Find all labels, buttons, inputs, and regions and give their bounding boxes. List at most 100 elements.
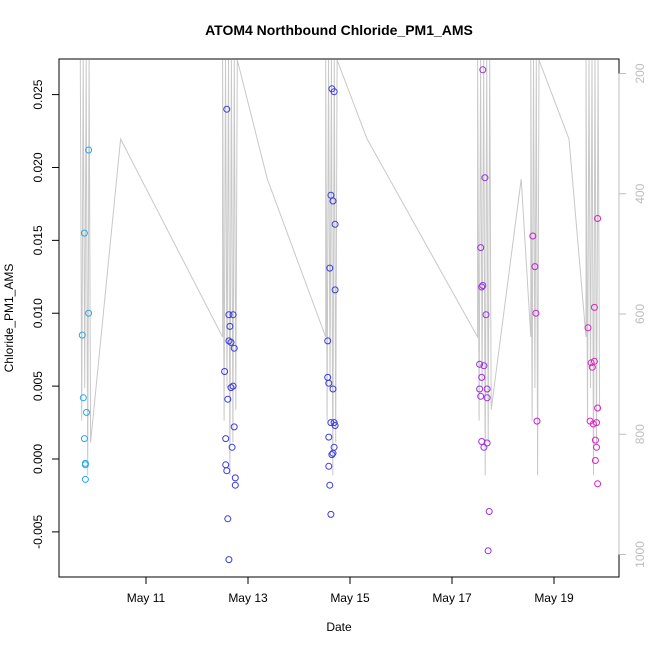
data-point	[83, 408, 90, 416]
x-tick-label: May 15	[330, 591, 370, 605]
data-point	[590, 357, 598, 365]
secondary-series-line	[79, 59, 601, 476]
data-point	[230, 423, 238, 431]
data-point	[223, 467, 231, 475]
data-point	[78, 331, 86, 339]
data-point	[224, 395, 232, 403]
data-point	[225, 556, 233, 564]
data-point	[591, 436, 599, 444]
data-point	[221, 368, 229, 375]
data-point	[588, 363, 596, 371]
data-point	[222, 435, 230, 443]
data-point	[478, 283, 486, 291]
data-point	[80, 435, 88, 443]
data-point	[229, 382, 237, 390]
data-point	[228, 443, 236, 451]
data-point	[483, 394, 491, 402]
x-tick-label: May 17	[432, 591, 472, 605]
data-point	[331, 220, 339, 228]
data-point	[224, 515, 232, 523]
data-point	[80, 229, 88, 237]
data-point	[225, 337, 233, 345]
data-point	[329, 197, 337, 205]
trace-line	[79, 59, 601, 476]
y2-tick-label: 1000	[633, 541, 647, 568]
data-point	[326, 264, 334, 272]
data-point	[477, 244, 485, 252]
chart-title: ATOM4 Northbound Chloride_PM1_AMS	[205, 22, 473, 38]
data-point	[85, 146, 93, 154]
data-point	[325, 379, 333, 387]
data-point	[223, 105, 231, 113]
data-point	[594, 215, 602, 222]
x-tick-label: May 13	[228, 591, 268, 605]
data-point	[330, 443, 338, 451]
data-point	[231, 481, 239, 489]
y-tick-label: 0.020	[31, 152, 45, 182]
data-point	[484, 547, 492, 555]
data-point	[325, 462, 333, 470]
data-point	[231, 474, 239, 482]
data-point	[587, 359, 595, 367]
data-point	[227, 338, 235, 346]
data-point	[480, 362, 488, 370]
y2-tick-label: 400	[633, 183, 647, 203]
axes: May 11 May 13 May 15 May 17 May 19 -0.005 0.00…	[31, 63, 647, 605]
data-point	[533, 417, 541, 425]
data-point	[225, 311, 233, 319]
data-point	[325, 433, 333, 441]
data-point	[79, 394, 87, 402]
data-point	[327, 510, 335, 518]
data-point	[590, 303, 598, 311]
data-point	[330, 88, 338, 96]
y-tick-label: 0.005	[31, 371, 45, 401]
data-point	[531, 263, 539, 271]
y-tick-label: 0.025	[31, 79, 45, 109]
data-point	[529, 232, 537, 240]
y-tick-label: -0.005	[31, 515, 45, 549]
data-point	[81, 475, 89, 483]
data-point	[485, 508, 493, 515]
y-tick-label: 0.015	[31, 225, 45, 255]
data-point	[483, 439, 491, 447]
data-point	[81, 461, 89, 469]
data-point	[594, 480, 602, 488]
data-point	[327, 191, 335, 199]
data-point	[589, 420, 597, 428]
data-point	[478, 373, 486, 381]
data-point	[227, 384, 235, 392]
data-point	[331, 286, 339, 294]
data-point	[477, 392, 485, 400]
data-point	[326, 481, 334, 489]
data-point	[476, 385, 484, 393]
x-tick-label: May 11	[127, 591, 166, 605]
data-point	[230, 344, 238, 352]
y2-tick-label: 800	[633, 424, 647, 444]
data-point	[324, 337, 332, 345]
data-point	[591, 457, 599, 464]
data-point	[483, 385, 491, 393]
data-point	[479, 66, 487, 74]
data-point	[594, 404, 602, 412]
x-axis-label: Date	[326, 620, 352, 634]
data-point	[532, 309, 540, 317]
data-point	[329, 385, 337, 393]
data-point	[479, 282, 487, 289]
data-point	[328, 451, 336, 459]
data-point	[482, 311, 490, 319]
data-point	[593, 443, 600, 451]
data-point	[226, 322, 234, 330]
data-point	[331, 422, 339, 429]
data-point	[330, 419, 338, 427]
y-tick-label: 0.000	[31, 444, 45, 474]
y-axis-label: Chloride_PM1_AMS	[2, 264, 16, 373]
x-tick-label: May 19	[534, 591, 574, 605]
y2-tick-label: 600	[633, 304, 647, 324]
data-point	[85, 309, 93, 317]
data-point	[584, 324, 592, 332]
data-point	[229, 311, 237, 319]
data-point	[593, 419, 600, 427]
y2-tick-label: 200	[633, 63, 647, 83]
data-point	[476, 360, 484, 368]
